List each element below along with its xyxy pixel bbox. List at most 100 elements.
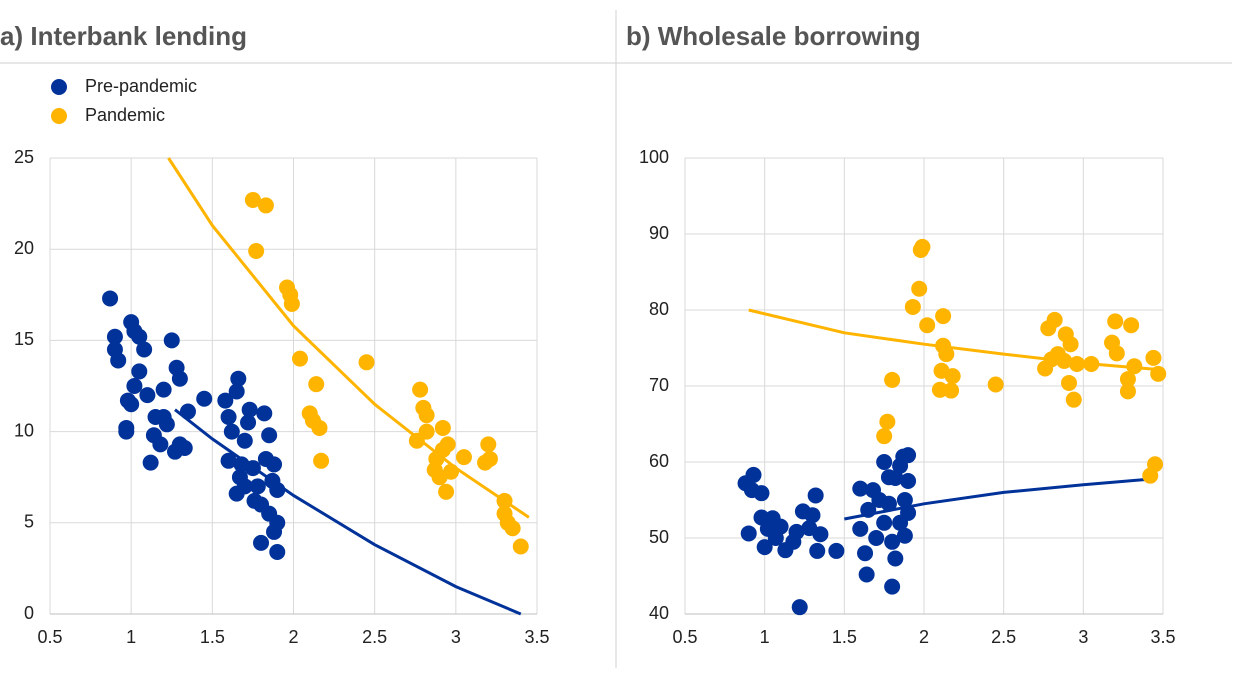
scatter-point <box>418 407 435 424</box>
scatter-point <box>158 416 175 433</box>
panel-title: a) Interbank lending <box>0 21 247 51</box>
x-tick-label: 2 <box>919 627 929 647</box>
scatter-point <box>900 473 917 489</box>
y-tick-label: 5 <box>24 512 34 532</box>
scatter-point <box>179 403 196 420</box>
scatter-point <box>812 526 829 543</box>
scatter-point <box>152 436 169 453</box>
x-tick-label: 1 <box>760 627 770 647</box>
scatter-point <box>439 436 456 453</box>
y-tick-label: 40 <box>649 603 669 623</box>
y-tick-label: 70 <box>649 375 669 395</box>
x-tick-label: 1.5 <box>200 627 225 647</box>
scatter-point <box>163 332 180 349</box>
scatter-point <box>876 514 893 531</box>
scatter-point <box>1145 349 1162 366</box>
x-tick-label: 3.5 <box>524 627 549 647</box>
scatter-point <box>943 382 960 399</box>
scatter-point <box>257 197 274 214</box>
scatter-point <box>1083 355 1100 372</box>
scatter-point <box>868 530 885 546</box>
fit-line <box>167 157 530 519</box>
y-tick-label: 60 <box>649 451 669 471</box>
scatter-point <box>246 492 263 509</box>
scatter-point <box>220 452 237 469</box>
scatter-point <box>176 440 193 457</box>
scatter-point <box>233 456 250 473</box>
x-tick-label: 0.5 <box>672 627 697 647</box>
scatter-point <box>266 456 283 473</box>
scatter-point <box>496 492 513 509</box>
x-tick-label: 2.5 <box>362 627 387 647</box>
scatter-point <box>809 542 826 559</box>
scatter-point <box>1108 345 1125 362</box>
x-tick-label: 1 <box>126 627 136 647</box>
y-tick-label: 25 <box>14 147 34 167</box>
scatter-point <box>236 478 253 495</box>
fit-line <box>844 477 1156 521</box>
scatter-point <box>880 469 897 486</box>
scatter-point <box>1056 352 1073 369</box>
scatter-point <box>876 454 893 470</box>
scatter-point <box>261 427 278 444</box>
scatter-point <box>911 280 928 297</box>
scatter-point <box>253 534 270 551</box>
y-tick-label: 15 <box>14 329 34 349</box>
scatter-point <box>791 599 808 616</box>
scatter-point <box>217 392 234 409</box>
fit-line <box>174 408 522 616</box>
scatter-point <box>896 492 913 508</box>
scatter-point <box>1046 311 1063 328</box>
legend-label: Pre-pandemic <box>85 76 197 96</box>
scatter-point <box>136 341 153 358</box>
scatter-point <box>418 423 435 440</box>
scatter-point <box>914 238 931 255</box>
scatter-point <box>171 370 188 387</box>
scatter-point <box>879 413 896 430</box>
panel-title: b) Wholesale borrowing <box>626 21 921 51</box>
scatter-point <box>807 487 824 504</box>
scatter-point <box>756 539 773 556</box>
y-tick-label: 10 <box>14 420 34 440</box>
scatter-point <box>1062 336 1079 353</box>
x-tick-label: 3.5 <box>1150 627 1175 647</box>
y-tick-label: 80 <box>649 299 669 319</box>
x-tick-label: 0.5 <box>37 627 62 647</box>
scatter-point <box>887 550 904 567</box>
scatter-point <box>804 507 821 524</box>
scatter-point <box>858 566 875 583</box>
scatter-point <box>241 401 258 418</box>
scatter-point <box>126 378 143 394</box>
scatter-point <box>155 381 172 398</box>
scatter-point <box>852 480 869 497</box>
scatter-point <box>753 485 770 502</box>
scatter-point <box>442 463 459 480</box>
scatter-point <box>1119 383 1136 400</box>
scatter-point <box>283 295 300 312</box>
scatter-point <box>896 527 913 544</box>
scatter-point <box>269 481 286 498</box>
scatter-point <box>904 298 921 315</box>
legend-label: Pandemic <box>85 105 165 125</box>
x-tick-label: 2 <box>288 627 298 647</box>
scatter-point <box>110 352 127 369</box>
scatter-point <box>860 501 877 518</box>
scatter-point <box>455 449 472 466</box>
scatter-point <box>269 514 286 531</box>
scatter-point <box>512 538 529 555</box>
scatter-point <box>857 545 874 562</box>
y-tick-label: 20 <box>14 238 34 258</box>
scatter-point <box>884 371 901 388</box>
scatter-point <box>313 452 330 469</box>
scatter-point <box>772 518 789 535</box>
scatter-point <box>884 533 901 550</box>
scatter-point <box>131 363 148 380</box>
scatter-point <box>1126 358 1143 375</box>
scatter-point <box>230 370 247 387</box>
scatter-point <box>308 376 325 393</box>
scatter-point <box>1068 355 1085 372</box>
scatter-point <box>788 523 805 540</box>
scatter-point <box>256 405 273 422</box>
x-tick-label: 1.5 <box>832 627 857 647</box>
